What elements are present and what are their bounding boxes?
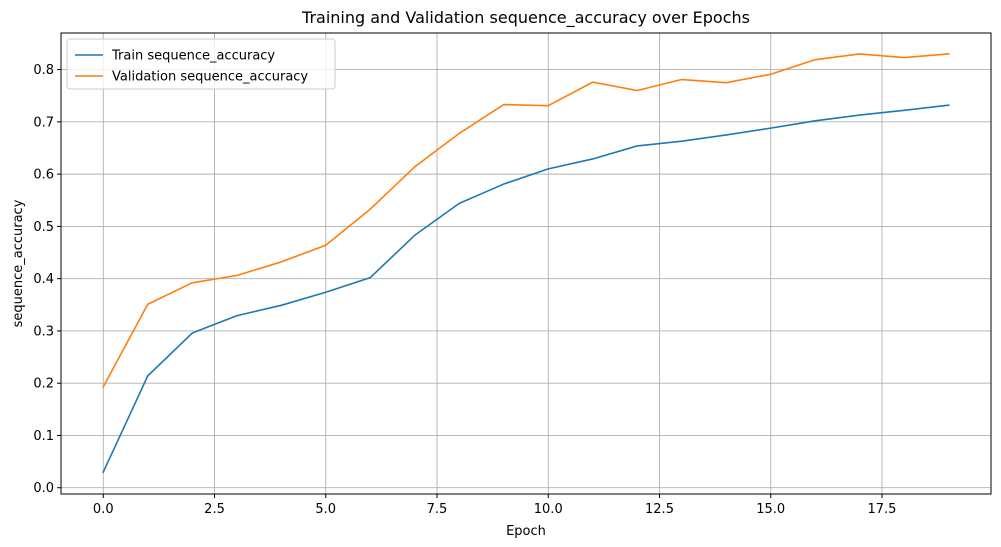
x-tick-label: 5.0 — [315, 502, 336, 517]
y-tick-label: 0.7 — [33, 115, 54, 130]
y-tick-label: 0.1 — [33, 429, 54, 444]
x-tick-label: 12.5 — [645, 502, 674, 517]
x-tick-label: 0.0 — [93, 502, 114, 517]
y-tick-label: 0.3 — [33, 324, 54, 339]
y-axis-ticks: 0.0 0.1 0.2 0.3 0.4 0.5 0.6 0.7 0.8 — [33, 63, 61, 496]
legend-box — [66, 38, 336, 90]
series-lines — [102, 53, 950, 474]
x-tick-label: 17.5 — [868, 502, 897, 517]
x-tick-label: 7.5 — [427, 502, 448, 517]
x-axis-title: Epoch — [506, 524, 546, 539]
legend-label-validation: Validation sequence_accuracy — [112, 70, 308, 85]
series-line-train — [102, 104, 950, 474]
x-axis-ticks: 0.0 2.5 5.0 7.5 10.0 12.5 15.0 17.5 — [93, 494, 897, 517]
plot-frame — [60, 32, 992, 495]
series-line-validation — [102, 53, 950, 388]
y-tick-label: 0.6 — [33, 168, 54, 183]
grid — [61, 33, 991, 494]
y-tick-label: 0.2 — [33, 377, 54, 392]
chart-title: Training and Validation sequence_accurac… — [301, 8, 750, 28]
legend-label-train: Train sequence_accuracy — [111, 49, 275, 64]
y-tick-label: 0.4 — [33, 272, 54, 287]
legend: Train sequence_accuracy Validation sequen… — [66, 38, 336, 90]
y-axis-title: sequence_accuracy — [11, 199, 26, 327]
x-tick-label: 15.0 — [756, 502, 785, 517]
x-tick-label: 10.0 — [534, 502, 563, 517]
y-tick-label: 0.5 — [33, 220, 54, 235]
y-tick-label: 0.0 — [33, 481, 54, 496]
x-tick-label: 2.5 — [204, 502, 225, 517]
y-tick-label: 0.8 — [33, 63, 54, 78]
